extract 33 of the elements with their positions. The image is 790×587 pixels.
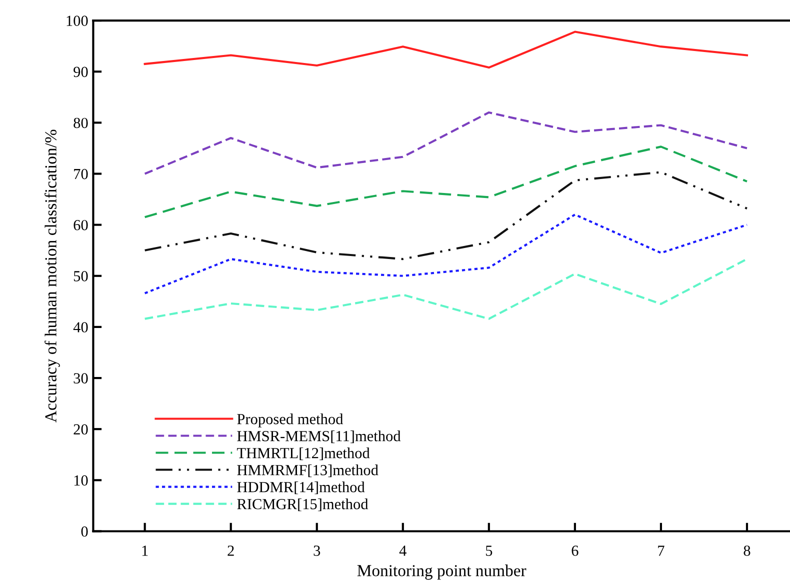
x-tick-label: 4	[399, 546, 406, 556]
legend-label: THMRTL[12]method	[236, 448, 370, 460]
legend-label: Proposed method	[237, 414, 344, 428]
line-series	[144, 30, 748, 69]
y-tick-label: 10	[74, 475, 88, 486]
line-series	[144, 214, 748, 294]
y-tick-label: 90	[74, 66, 88, 78]
legend-label: HMMRMF[13]method	[237, 464, 378, 478]
line-series	[144, 111, 748, 175]
x-tick-label: 6	[572, 546, 578, 556]
x-tick-label: 2	[228, 546, 234, 556]
y-axis-title: Accuracy of human motion classification/%	[44, 130, 60, 422]
x-tick-label: 8	[744, 546, 750, 556]
y-tick-label: 80	[74, 118, 88, 128]
y-tick-label: 100	[66, 16, 88, 26]
x-tick-label: 1	[142, 546, 148, 556]
y-tick-label: 50	[74, 271, 88, 282]
legend-label: HDDMR[14]method	[237, 482, 365, 494]
y-tick-label: 20	[74, 424, 88, 435]
y-tick-label: 40	[73, 322, 88, 332]
x-tick-label: 5	[486, 546, 492, 556]
line-series	[144, 258, 748, 320]
y-tick-label: 70	[74, 168, 88, 180]
x-axis-title: Monitoring point number	[357, 564, 526, 580]
line-series	[144, 171, 748, 260]
legend-label: HMSR-MEMS[11]method	[237, 430, 401, 444]
x-tick-label: 7	[658, 546, 664, 556]
y-tick-label: 30	[74, 373, 88, 384]
y-tick-label: 60	[74, 220, 88, 230]
legend-label: RICMGR[15]method	[237, 498, 368, 512]
y-tick-label: 0	[81, 526, 88, 537]
x-tick-label: 3	[314, 546, 320, 556]
line-series	[144, 146, 748, 218]
